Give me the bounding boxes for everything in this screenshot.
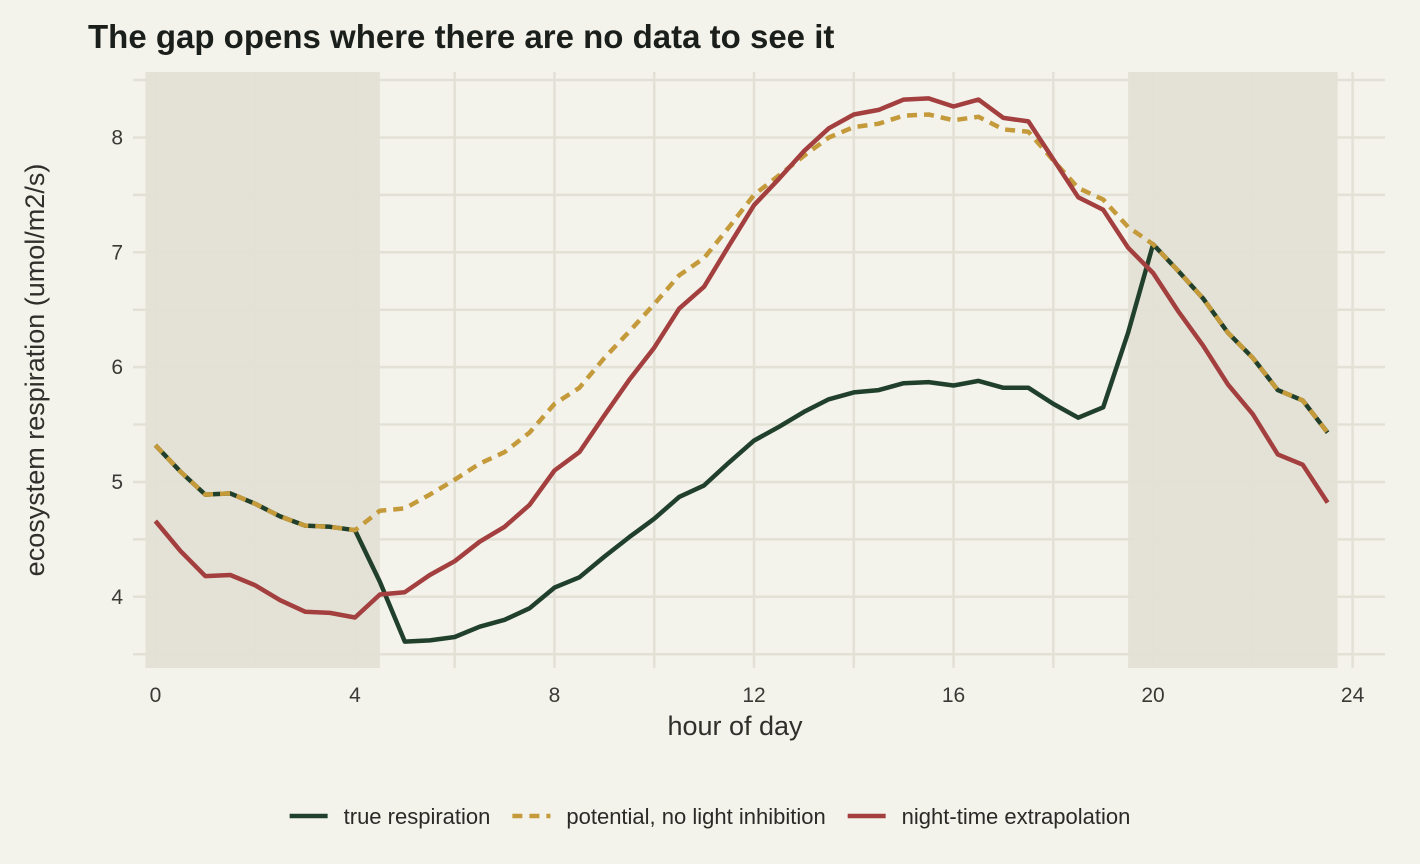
x-tick-label: 0 [150, 684, 162, 707]
series-line-1 [153, 112, 1330, 533]
x-tick-label: 12 [742, 684, 765, 707]
legend-item-2: night-time extrapolation [847, 804, 1131, 829]
tick-labels: 0 4 8 12 16 20 24 4 5 6 7 8 [111, 126, 1364, 707]
y-tick-label: 6 [111, 356, 123, 379]
x-tick-label: 20 [1141, 684, 1164, 707]
legend-item-0: true respiration [289, 804, 491, 829]
shaded-region-1 [1128, 72, 1338, 668]
y-tick-label: 5 [111, 471, 123, 494]
y-tick-label: 7 [111, 241, 123, 264]
legend-item-1: potential, no light inhibition [512, 804, 826, 829]
y-tick-label: 8 [111, 126, 123, 149]
shaded-regions [145, 72, 1338, 668]
shaded-region-0 [145, 72, 380, 668]
legend-label: potential, no light inhibition [566, 804, 825, 829]
legend-label: night-time extrapolation [902, 804, 1131, 829]
legend-label: true respiration [344, 804, 491, 829]
chart-title: The gap opens where there are no data to… [88, 18, 834, 55]
x-tick-label: 4 [349, 684, 361, 707]
legend: true respiration potential, no light inhi… [289, 804, 1131, 829]
series-line-2 [153, 96, 1330, 620]
x-tick-label: 8 [549, 684, 561, 707]
y-tick-label: 4 [111, 586, 123, 609]
x-tick-label: 24 [1341, 684, 1365, 707]
series-lines [153, 96, 1330, 644]
x-axis-label: hour of day [667, 711, 803, 741]
y-axis-label: ecosystem respiration (umol/m2/s) [20, 164, 50, 577]
x-tick-label: 16 [942, 684, 965, 707]
